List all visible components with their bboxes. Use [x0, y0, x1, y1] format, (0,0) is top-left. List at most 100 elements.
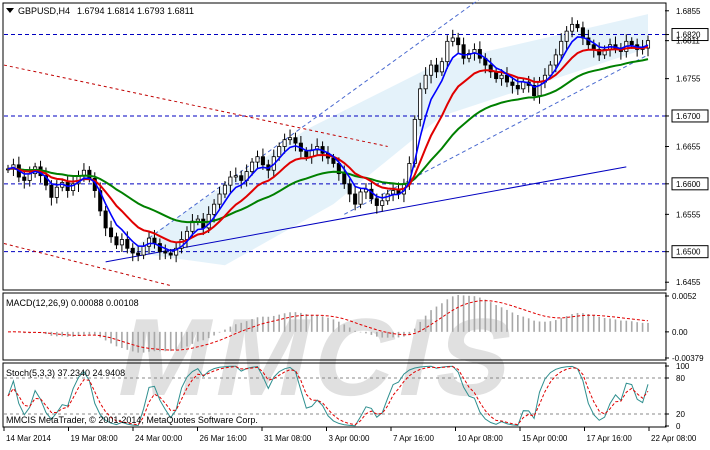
triangle-down-icon[interactable] [6, 8, 14, 13]
candle-body [184, 230, 190, 240]
candle-body [201, 218, 206, 229]
trendlines-layer [3, 0, 665, 287]
price-level-box [671, 109, 709, 123]
candle-body [255, 156, 260, 163]
macd-label: MACD(12,26,9) 0.00088 0.00108 [6, 298, 139, 308]
watermark-text: MMCIS [108, 295, 531, 419]
time-tick-label: 26 Mar 16:00 [200, 434, 248, 443]
price-level-box [671, 28, 709, 42]
time-tick-label: 14 Mar 2014 [6, 434, 51, 443]
time-tick-label: 7 Apr 16:00 [393, 434, 434, 443]
stoch-main-line [7, 365, 649, 427]
candle-body [27, 173, 32, 181]
candle-body [466, 53, 472, 59]
time-tick-label: 15 Apr 00:00 [522, 434, 568, 443]
candle-body [54, 186, 59, 198]
candle-body [87, 169, 92, 179]
price-tick-label: 1.6600 [676, 180, 701, 189]
candle-body [125, 239, 130, 249]
candle-body [304, 150, 309, 158]
candle-body [580, 27, 585, 39]
macd-layer: 0.0052 0.00 -0.00379 [7, 292, 704, 363]
candle-body [103, 210, 108, 229]
candle-body [347, 183, 352, 195]
candle-body [553, 54, 558, 66]
candle-body [228, 176, 233, 186]
candle-body [109, 227, 114, 238]
candle-body [564, 30, 569, 42]
candle-body [380, 200, 385, 206]
ma-slow-line [7, 58, 649, 224]
symbol-label: GBPUSD,H4 [18, 6, 70, 16]
candle-body [212, 203, 217, 215]
candle-body [488, 64, 493, 73]
stoch-signal-line [7, 366, 649, 426]
candle-body [532, 85, 537, 97]
channel-lower-line [344, 54, 649, 215]
candle-body [174, 247, 179, 256]
candle-body [260, 156, 265, 166]
candle-body [597, 49, 602, 56]
candle-body [645, 40, 651, 49]
stoch-layer: 100 80 20 0 [4, 362, 690, 431]
candle-body [391, 190, 396, 195]
candle-body [168, 252, 173, 256]
resistance-line [3, 243, 171, 287]
time-tick-label: 22 Apr 08:00 [651, 434, 697, 443]
candle-body [559, 40, 564, 56]
candle-body [222, 184, 227, 195]
copyright-text: MMCIS MetaTrader, © 2001-2014, MetaQuote… [6, 415, 258, 425]
stoch-tick-label: 80 [676, 374, 685, 383]
moving-averages-layer [7, 36, 649, 252]
stoch-tick-label: 100 [676, 362, 690, 371]
candle-body [49, 184, 54, 198]
ohlc-label: 1.6794 1.6814 1.6793 1.6811 [77, 6, 194, 16]
candle-body [575, 23, 580, 29]
resistance-line [3, 64, 388, 147]
candle-body [130, 247, 135, 254]
candle-body [141, 245, 146, 256]
candle-body [429, 64, 434, 76]
candle-body [163, 251, 168, 254]
macd-panel-frame [2, 292, 667, 361]
stoch-tick-label: 20 [676, 410, 685, 419]
candle-body [450, 37, 455, 42]
time-tick-label: 10 Apr 08:00 [458, 434, 504, 443]
candle-body [136, 252, 141, 256]
candle-body [217, 193, 222, 205]
candle-body [71, 183, 76, 192]
candle-body [461, 44, 466, 59]
candle-body [499, 74, 504, 80]
ma-mid-line [7, 45, 649, 244]
stoch-panel-frame [2, 362, 667, 428]
price-tick-label: 1.6500 [676, 248, 701, 257]
support-trendline [105, 166, 627, 263]
candle-body [22, 176, 27, 181]
candle-body [293, 137, 298, 144]
candle-body [353, 193, 358, 205]
macd-tick-label: 0.00 [672, 328, 688, 337]
candle-body [239, 175, 244, 181]
candle-body [423, 74, 428, 90]
price-tick-label: 1.6820 [676, 31, 701, 40]
candle-body [494, 71, 499, 80]
candle-body [629, 40, 634, 46]
time-tick-label: 19 Mar 08:00 [71, 434, 119, 443]
candle-body [288, 137, 293, 141]
price-level-box [671, 177, 709, 191]
candle-body [250, 161, 255, 173]
candle-body [374, 198, 379, 206]
macd-signal-line [7, 300, 649, 351]
candle-body [418, 88, 423, 120]
candle-body [282, 139, 287, 147]
candle-body [277, 146, 282, 158]
candle-body [504, 74, 510, 83]
time-axis: 14 Mar 2014 19 Mar 08:00 24 Mar 00:00 26 Ma… [3, 427, 697, 443]
price-tick-label: 1.6855 [676, 7, 701, 16]
time-tick-label: 24 Mar 00:00 [135, 434, 183, 443]
price-tick-label: 1.6811 [676, 37, 700, 46]
candle-body [439, 61, 444, 73]
candle-body [331, 157, 336, 164]
